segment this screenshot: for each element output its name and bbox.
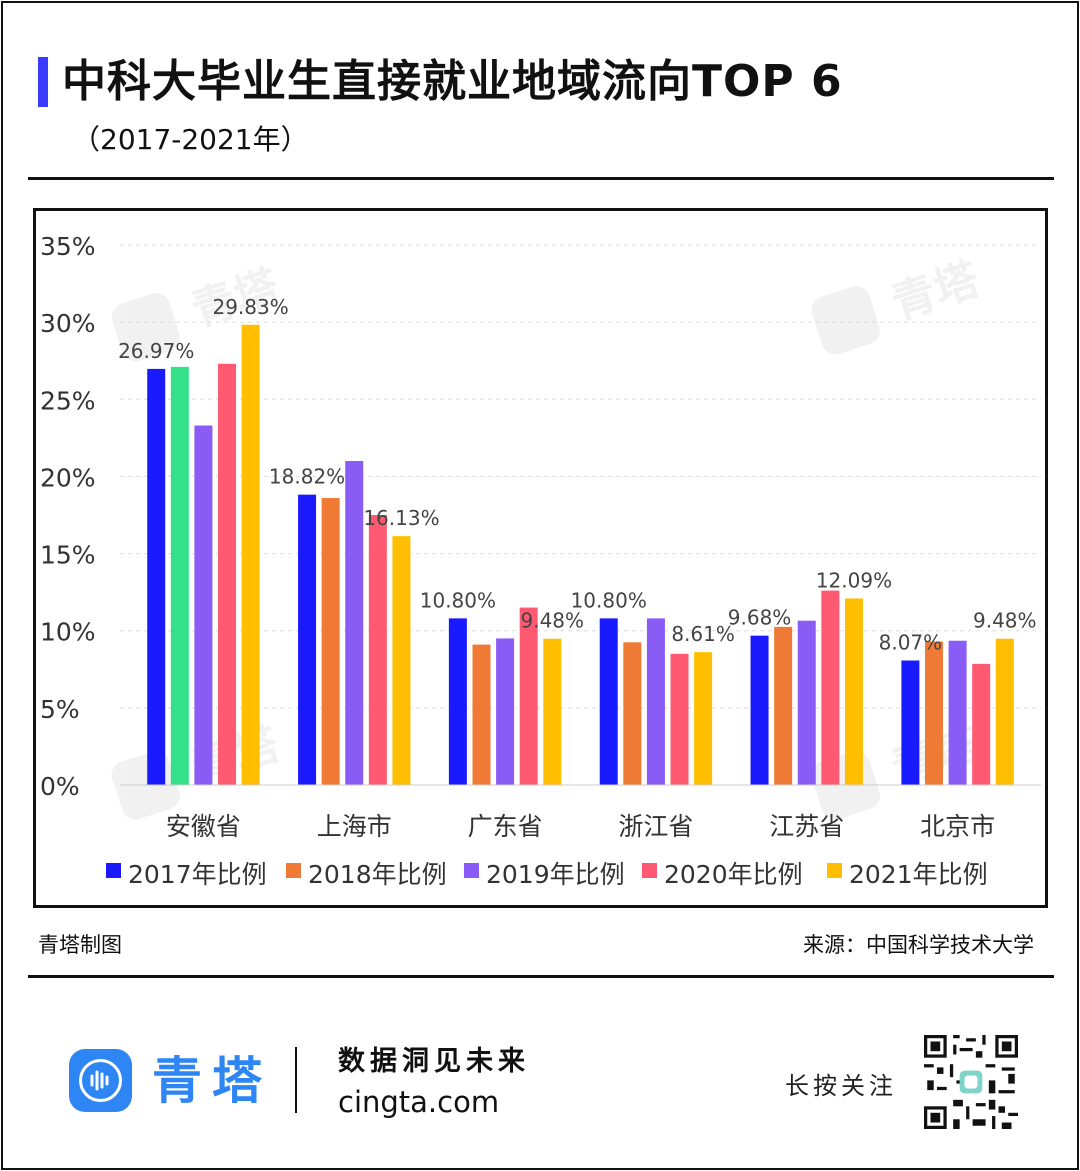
legend-label: 2020年比例 [664, 860, 803, 889]
bar [218, 363, 237, 785]
bar [321, 498, 340, 785]
bar [170, 366, 189, 785]
bar [496, 638, 515, 785]
data-label: 29.83% [212, 295, 288, 319]
bar [599, 618, 618, 785]
bar [774, 626, 793, 785]
x-tick-label: 广东省 [468, 812, 543, 841]
bar [519, 607, 538, 785]
bar [472, 644, 491, 785]
bar [298, 494, 317, 785]
y-tick-label: 5% [40, 695, 80, 724]
data-label: 9.48% [521, 609, 585, 633]
bar [901, 660, 920, 785]
legend-label: 2019年比例 [486, 860, 625, 889]
bar [147, 368, 166, 785]
data-label: 8.07% [879, 630, 943, 654]
bar [543, 638, 562, 785]
legend-label: 2021年比例 [849, 860, 988, 889]
bar [448, 618, 467, 785]
footer-divider [28, 975, 1054, 978]
data-label: 26.97% [118, 339, 194, 363]
page-subtitle: （2017-2021年） [72, 123, 309, 156]
bar [797, 620, 816, 785]
page-title: 中科大毕业生直接就业地域流向TOP 6 [62, 56, 843, 107]
watermark-logo-icon [111, 293, 180, 362]
follow-prompt: 长按关注 [785, 1072, 897, 1100]
data-label: 16.13% [363, 506, 439, 530]
y-tick-label: 35% [40, 232, 96, 261]
y-tick-label: 25% [40, 386, 96, 415]
cingta-logo-icon [69, 1049, 132, 1112]
y-tick-label: 20% [40, 463, 96, 492]
bar [646, 618, 665, 785]
bar [670, 653, 689, 785]
bar [821, 590, 840, 785]
legend-swatch [106, 863, 121, 878]
chart-credit: 青塔制图 [38, 933, 122, 957]
y-tick-label: 15% [40, 541, 96, 570]
data-label: 8.61% [671, 622, 735, 646]
watermark-text: 青塔 [886, 254, 986, 330]
data-label: 9.68% [728, 606, 792, 630]
x-tick-label: 江苏省 [769, 812, 844, 841]
bar [750, 635, 769, 785]
brand-slogan: 数据洞见未来 [338, 1046, 530, 1077]
legend-swatch [464, 863, 479, 878]
x-tick-label: 上海市 [317, 812, 392, 841]
bar [995, 638, 1014, 785]
header-divider [28, 177, 1054, 180]
bar [623, 642, 642, 785]
data-label: 12.09% [816, 568, 892, 592]
bar [194, 425, 213, 785]
legend-swatch [827, 863, 842, 878]
y-tick-label: 30% [40, 309, 96, 338]
legend-label: 2018年比例 [308, 860, 447, 889]
chart-panel: 青塔青塔青塔青塔0%5%10%15%20%25%30%35%安徽省上海市广东省浙… [33, 208, 1048, 908]
bar [844, 598, 863, 785]
y-tick-label: 10% [40, 618, 96, 647]
bar [924, 641, 943, 785]
watermark: 青塔 [811, 254, 986, 355]
bar [392, 536, 411, 785]
y-tick-label: 0% [40, 772, 80, 801]
watermark-logo-icon [811, 286, 880, 355]
brand-name: 青塔 [152, 1052, 272, 1110]
data-label: 10.80% [420, 588, 496, 612]
x-tick-label: 安徽省 [166, 812, 241, 841]
bar [368, 515, 387, 785]
brand-site-link[interactable]: cingta.com [338, 1085, 500, 1119]
bar [948, 640, 967, 785]
bar [345, 461, 364, 785]
title-accent-bar [38, 57, 48, 107]
legend-swatch [286, 863, 301, 878]
bar [694, 652, 713, 785]
brand-divider [295, 1047, 297, 1113]
qr-code-icon[interactable] [924, 1035, 1018, 1129]
x-tick-label: 北京市 [920, 812, 995, 841]
bar-chart: 青塔青塔青塔青塔0%5%10%15%20%25%30%35%安徽省上海市广东省浙… [40, 232, 1041, 889]
data-label: 18.82% [269, 465, 345, 489]
chart-source: 来源：中国科学技术大学 [803, 933, 1034, 957]
data-label: 10.80% [571, 588, 647, 612]
bar [972, 663, 991, 785]
x-tick-label: 浙江省 [618, 812, 693, 841]
data-label: 9.48% [973, 609, 1037, 633]
legend-swatch [642, 863, 657, 878]
bar [241, 324, 260, 785]
legend-label: 2017年比例 [128, 860, 267, 889]
